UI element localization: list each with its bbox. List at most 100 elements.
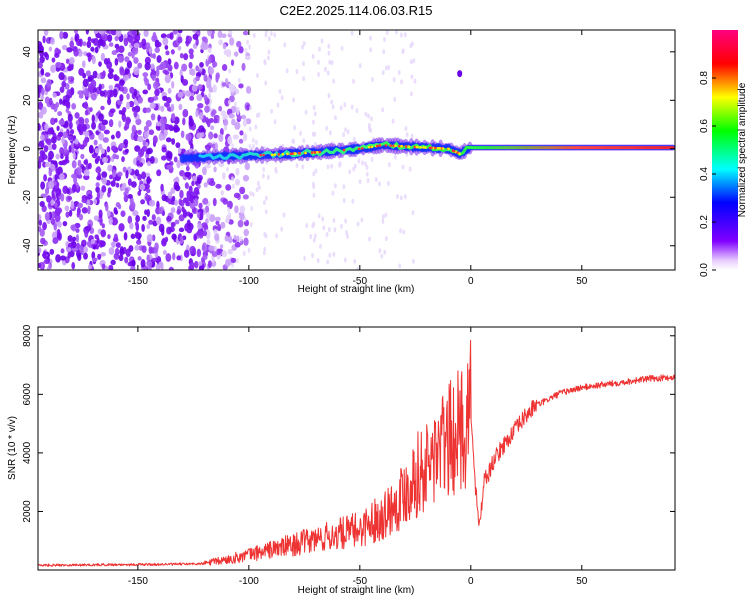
spectrogram-y-tick-label: 40: [22, 46, 33, 58]
noise-blob: [172, 30, 178, 35]
noise-blob: [100, 229, 107, 238]
noise-blob: [173, 126, 181, 133]
noise-blob: [171, 80, 175, 89]
noise-blob: [89, 107, 93, 112]
noise-blob: [234, 178, 241, 186]
noise-blob: [113, 75, 120, 82]
noise-blob-faint: [275, 233, 279, 239]
noise-blob: [189, 95, 195, 101]
noise-blob: [179, 53, 184, 59]
noise-blob: [78, 67, 85, 76]
noise-blob: [50, 37, 55, 45]
noise-blob: [131, 259, 136, 267]
noise-blob-faint: [391, 118, 395, 124]
noise-blob: [69, 40, 75, 48]
noise-blob: [206, 77, 212, 84]
noise-blob-faint: [369, 35, 372, 41]
noise-blob: [57, 221, 62, 228]
noise-blob: [106, 60, 113, 70]
noise-blob: [93, 139, 98, 146]
noise-blob-faint: [269, 30, 273, 36]
noise-blob: [107, 72, 114, 80]
noise-blob: [236, 106, 240, 116]
noise-blob-faint: [343, 257, 347, 263]
noise-blob-faint: [313, 142, 317, 148]
noise-blob: [133, 66, 140, 76]
noise-blob-faint: [252, 144, 255, 150]
noise-blob: [167, 191, 173, 199]
noise-blob: [233, 51, 239, 57]
noise-blob: [233, 192, 241, 199]
noise-blob: [144, 62, 151, 71]
noise-blob: [137, 62, 143, 69]
noise-blob: [148, 199, 156, 207]
noise-blob-faint: [292, 138, 296, 144]
noise-blob-faint: [228, 211, 231, 217]
noise-blob: [180, 130, 185, 139]
noise-blob-faint: [313, 111, 317, 117]
snr-x-ticks: -150 -100 -50 0 50: [128, 327, 588, 587]
noise-blob: [80, 185, 86, 191]
noise-blob: [126, 93, 130, 100]
noise-blob-faint: [248, 143, 252, 149]
noise-blob: [77, 49, 83, 57]
noise-blob: [145, 107, 152, 113]
noise-blob-faint: [358, 179, 362, 185]
noise-blob-faint: [410, 74, 414, 80]
noise-blob: [196, 132, 203, 139]
noise-blob: [43, 259, 49, 265]
noise-blob: [44, 134, 49, 139]
noise-blob: [44, 72, 51, 77]
noise-blob-faint: [231, 143, 234, 149]
noise-blob: [136, 160, 140, 167]
noise-blob-faint: [273, 119, 277, 125]
noise-blob: [208, 245, 215, 251]
noise-blob-faint: [285, 68, 289, 74]
spectrogram-ridge: [179, 70, 675, 167]
ridge-hotspot: [277, 153, 281, 156]
noise-blob-faint: [278, 89, 282, 95]
noise-blob: [125, 248, 131, 258]
noise-blob-faint: [411, 210, 415, 216]
noise-blob: [148, 219, 154, 225]
noise-blob: [40, 68, 45, 76]
noise-blob: [222, 172, 226, 180]
noise-blob: [194, 260, 199, 269]
colorbar-tick-label: 0.6: [699, 119, 710, 133]
colorbar-label: Normalized spectral amplitude: [737, 82, 748, 217]
ridge-hotspot: [458, 152, 461, 155]
noise-blob-faint: [350, 104, 354, 110]
noise-blob-faint: [409, 59, 413, 65]
noise-blob: [218, 134, 224, 143]
ridge-hotspot: [428, 146, 432, 150]
noise-blob: [209, 214, 216, 223]
noise-blob-faint: [334, 183, 337, 189]
noise-blob: [233, 234, 237, 241]
noise-blob-faint: [397, 69, 401, 75]
noise-blob-faint: [312, 171, 316, 177]
noise-blob: [99, 190, 104, 200]
noise-blob: [110, 134, 115, 140]
noise-blob: [38, 101, 43, 110]
noise-blob: [122, 246, 127, 255]
noise-blob: [119, 142, 125, 149]
noise-blob-faint: [332, 78, 336, 84]
spectrogram-panel: -150 -100 -50 0 50 -40 -20 0 20 40 Height of str…: [7, 29, 676, 295]
noise-blob: [39, 150, 45, 156]
noise-blob-faint: [302, 138, 306, 144]
noise-blob-faint: [365, 165, 369, 171]
noise-blob: [54, 202, 58, 208]
noise-blob: [108, 42, 114, 47]
noise-blob: [194, 197, 199, 207]
noise-blob: [57, 49, 62, 55]
noise-blob: [54, 213, 61, 223]
noise-blob-faint: [392, 77, 396, 83]
noise-blob: [44, 212, 50, 221]
noise-blob-faint: [340, 45, 344, 51]
noise-blob: [75, 234, 80, 243]
ridge-hotspot: [413, 145, 417, 149]
noise-blob: [45, 138, 52, 146]
noise-blob: [94, 147, 100, 154]
noise-blob: [92, 70, 98, 79]
noise-blob: [50, 117, 56, 126]
